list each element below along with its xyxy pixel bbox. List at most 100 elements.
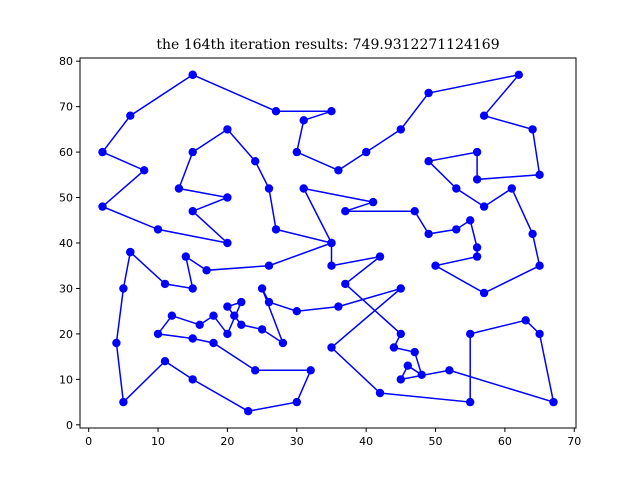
city-point <box>292 147 301 157</box>
city-point <box>181 252 190 261</box>
city-point <box>299 116 308 125</box>
city-point <box>528 229 537 239</box>
city-point <box>466 216 475 225</box>
city-point <box>479 288 489 298</box>
city-point <box>431 261 440 270</box>
y-tick-label: 80 <box>59 55 73 68</box>
city-point <box>153 329 163 339</box>
city-point <box>188 147 197 157</box>
city-point <box>417 370 426 379</box>
city-point <box>264 261 274 270</box>
y-tick-label: 40 <box>59 237 73 250</box>
city-point <box>472 252 482 261</box>
city-point <box>396 284 405 293</box>
city-point <box>362 147 371 157</box>
city-point <box>271 107 281 116</box>
city-point <box>424 229 433 239</box>
city-point <box>223 329 232 339</box>
city-point <box>126 247 135 257</box>
city-point <box>306 366 315 375</box>
city-point <box>244 407 253 416</box>
city-point <box>188 70 197 80</box>
points-layer <box>98 70 558 416</box>
city-point <box>237 297 246 307</box>
city-point <box>368 197 378 207</box>
city-point <box>202 266 211 275</box>
city-point <box>271 225 281 234</box>
city-point <box>230 311 239 320</box>
city-point <box>375 252 385 261</box>
city-point <box>112 338 121 348</box>
city-point <box>223 125 232 134</box>
city-point <box>341 279 350 289</box>
city-point <box>223 302 232 311</box>
x-tick-label: 10 <box>151 435 165 448</box>
city-point <box>292 307 301 316</box>
city-point <box>153 225 163 234</box>
x-axis: 0 10 20 30 40 50 60 70 <box>85 428 581 448</box>
city-point <box>396 375 405 384</box>
city-point <box>403 361 412 370</box>
city-point <box>251 366 260 375</box>
y-tick-label: 70 <box>59 101 73 114</box>
city-point <box>535 261 544 270</box>
city-point <box>396 125 405 134</box>
x-tick-label: 60 <box>498 435 512 448</box>
x-tick-label: 50 <box>429 435 443 448</box>
city-point <box>514 70 523 80</box>
city-point <box>410 207 419 216</box>
city-point <box>466 397 475 407</box>
city-point <box>237 320 246 329</box>
city-point <box>299 184 308 193</box>
city-point <box>327 261 336 270</box>
city-point <box>479 202 489 211</box>
city-point <box>424 157 433 166</box>
city-point <box>528 125 537 134</box>
city-point <box>445 366 454 375</box>
city-point <box>188 334 197 343</box>
city-point <box>98 202 107 211</box>
city-point <box>126 111 135 120</box>
city-point <box>466 329 475 339</box>
city-point <box>396 329 405 339</box>
city-point <box>327 238 336 248</box>
city-point <box>209 338 218 348</box>
route-line-1 <box>101 73 541 294</box>
city-point <box>174 184 184 193</box>
city-point <box>257 325 267 334</box>
city-point <box>278 338 288 348</box>
city-point <box>472 147 482 157</box>
chart-title: the 164th iteration results: 749.9312271… <box>156 37 499 53</box>
y-tick-label: 50 <box>59 192 73 205</box>
x-tick-label: 0 <box>85 435 92 448</box>
city-point <box>472 243 482 252</box>
y-tick-label: 20 <box>59 328 73 341</box>
city-point <box>452 184 461 193</box>
city-point <box>160 357 170 366</box>
y-axis: 0 10 20 30 40 50 60 70 80 <box>59 55 80 432</box>
city-point <box>140 166 149 175</box>
city-point <box>257 284 267 293</box>
city-point <box>549 397 558 407</box>
city-point <box>195 320 204 329</box>
city-point <box>292 397 301 407</box>
city-point <box>188 207 197 216</box>
city-point <box>327 107 336 116</box>
city-point <box>188 375 197 384</box>
y-tick-label: 60 <box>59 146 73 159</box>
city-point <box>375 388 385 398</box>
route-layer <box>101 73 555 412</box>
city-point <box>167 311 177 320</box>
city-point <box>452 225 461 234</box>
city-point <box>98 147 107 157</box>
city-point <box>334 166 343 175</box>
city-point <box>521 316 530 325</box>
city-point <box>424 88 433 98</box>
city-point <box>264 184 274 193</box>
city-point <box>223 238 232 248</box>
city-point <box>119 284 128 293</box>
city-point <box>327 343 336 352</box>
city-point <box>334 302 343 311</box>
city-point <box>507 184 516 193</box>
